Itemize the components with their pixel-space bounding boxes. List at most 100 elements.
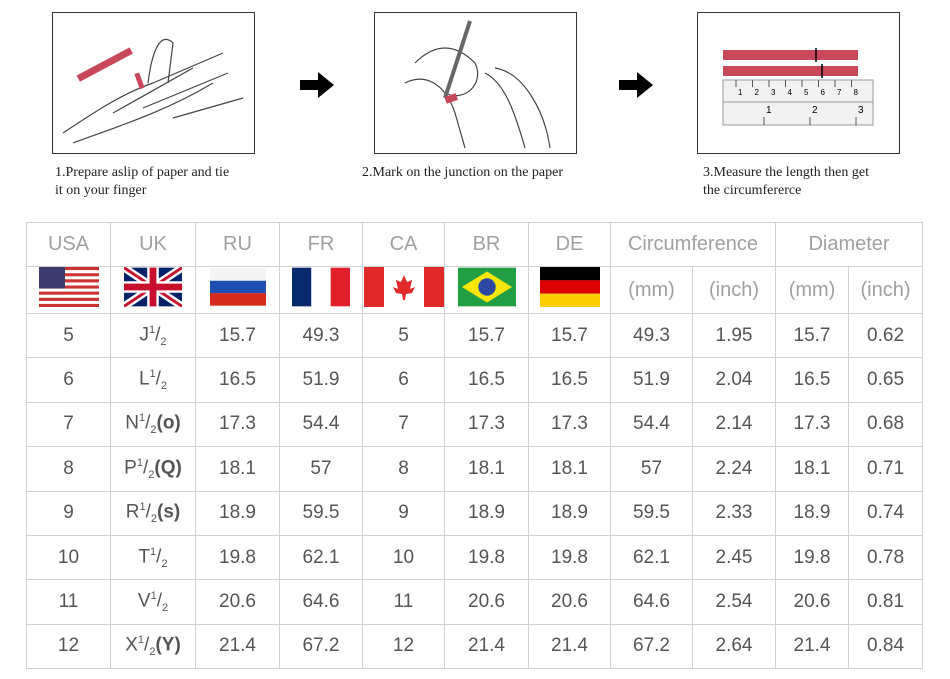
flag-cell bbox=[444, 266, 529, 314]
uk-size: L1/2 bbox=[110, 357, 196, 403]
table-cell: 2.24 bbox=[691, 446, 777, 492]
table-cell: 20.6 bbox=[444, 579, 529, 625]
flag-cell bbox=[195, 266, 280, 314]
ruler-label: 7 bbox=[837, 88, 842, 97]
uk-size: T1/2 bbox=[110, 534, 196, 581]
table-cell: 8 bbox=[26, 446, 111, 492]
table-cell: 20.6 bbox=[528, 579, 611, 625]
table-cell: 0.78 bbox=[848, 534, 924, 581]
fraction-denominator: 2 bbox=[160, 335, 167, 348]
table-cell: 54.4 bbox=[610, 401, 693, 448]
table-cell: 5 bbox=[26, 312, 111, 359]
table-cell: 54.4 bbox=[279, 401, 363, 448]
table-cell: 8 bbox=[362, 446, 445, 492]
fraction-numerator: 1 bbox=[149, 368, 156, 381]
table-cell: 0.65 bbox=[848, 357, 924, 403]
table-cell: 12 bbox=[26, 623, 111, 670]
table-cell: 21.4 bbox=[775, 623, 850, 670]
table-row: 9 R1/2(s) 18.9 59.5 9 18.9 18.9 59.5 2.33 18.9 0.7… bbox=[26, 490, 924, 536]
header: UK bbox=[110, 222, 196, 267]
uk-size: X1/2(Y) bbox=[110, 623, 196, 670]
fraction-slash: / bbox=[144, 634, 150, 656]
table-cell: 9 bbox=[362, 490, 445, 536]
fraction-slash: / bbox=[155, 323, 161, 345]
uk-letter: J bbox=[139, 323, 149, 345]
table-cell: 64.6 bbox=[610, 579, 693, 625]
unit: (inch) bbox=[691, 266, 777, 314]
ruler-label: 6 bbox=[821, 88, 826, 97]
table-cell: 62.1 bbox=[610, 534, 693, 581]
header: Diameter bbox=[775, 222, 924, 267]
table-cell: 18.9 bbox=[528, 490, 611, 536]
table-cell: 2.04 bbox=[691, 357, 777, 403]
flag-usa bbox=[38, 267, 99, 307]
ruler-label: 8 bbox=[854, 88, 859, 97]
flag-ru bbox=[209, 268, 266, 306]
ruler-label: 3 bbox=[771, 88, 776, 97]
table-cell: 10 bbox=[26, 534, 111, 581]
caption-line: 2.Mark on the junction on the paper bbox=[362, 165, 564, 180]
table-cell: 19.8 bbox=[195, 534, 280, 581]
table-cell: 11 bbox=[362, 579, 445, 625]
flag-cell bbox=[528, 266, 611, 314]
uk-letter: X bbox=[125, 634, 138, 656]
table-row: 8 P1/2(Q) 18.1 57 8 18.1 18.1 57 2.24 18.1 0.71 bbox=[26, 446, 924, 492]
size-table: USA UK RU FR CA BR DE Circumference Diam… bbox=[26, 222, 924, 670]
fraction-numerator: 1 bbox=[150, 545, 157, 558]
ruler-label: 2 bbox=[812, 105, 818, 116]
table-row: 12 X1/2(Y) 21.4 67.2 12 21.4 21.4 67.2 2.64 21.4 0… bbox=[26, 623, 924, 670]
flag-cell bbox=[110, 264, 196, 314]
header: Circumference bbox=[609, 222, 777, 267]
header: BR bbox=[444, 222, 529, 267]
caption-line: the circumfererce bbox=[703, 183, 802, 198]
fraction-numerator: 1 bbox=[138, 412, 146, 425]
uk-letter: R bbox=[125, 501, 140, 523]
caption-line: 1.Prepare aslip of paper and tie bbox=[55, 165, 230, 180]
ruler-label: 1 bbox=[766, 105, 772, 116]
table-cell: 18.9 bbox=[195, 490, 280, 536]
table-cell: 16.5 bbox=[195, 357, 280, 403]
table-cell: 57 bbox=[610, 446, 693, 492]
fraction-slash: / bbox=[145, 501, 151, 523]
table-cell: 59.5 bbox=[279, 490, 363, 536]
fraction-slash: / bbox=[156, 590, 162, 612]
table-cell: 16.5 bbox=[444, 357, 529, 403]
table-cell: 59.5 bbox=[610, 490, 693, 536]
fraction-slash: / bbox=[155, 368, 161, 390]
table-cell: 49.3 bbox=[610, 312, 693, 359]
step-image bbox=[374, 12, 577, 154]
fraction-denominator: 2 bbox=[161, 602, 169, 615]
table-cell: 19.8 bbox=[775, 534, 850, 581]
table-cell: 18.9 bbox=[775, 490, 850, 536]
table-cell: 15.7 bbox=[195, 312, 280, 359]
table-cell: 19.8 bbox=[528, 534, 611, 581]
table-cell: 21.4 bbox=[444, 623, 529, 670]
table-cell: 10 bbox=[362, 534, 445, 581]
flag-cell bbox=[362, 266, 445, 314]
unit: (inch) bbox=[848, 266, 924, 314]
uk-letter: P bbox=[124, 457, 137, 479]
uk-letter: V bbox=[137, 590, 151, 612]
table-cell: 1.95 bbox=[691, 312, 777, 359]
table-cell: 62.1 bbox=[279, 534, 363, 581]
table-cell: 64.6 bbox=[279, 579, 363, 625]
fraction-numerator: 1 bbox=[148, 323, 156, 336]
caption-line: it on your finger bbox=[55, 183, 147, 198]
fraction-numerator: 1 bbox=[139, 501, 146, 514]
table-cell: 6 bbox=[26, 357, 111, 403]
uk-suffix: (o) bbox=[156, 412, 181, 434]
flag-de bbox=[539, 267, 600, 307]
hand-illustration bbox=[404, 20, 551, 149]
uk-letter: T bbox=[138, 545, 151, 567]
arrow bbox=[619, 72, 653, 98]
fraction-denominator: 2 bbox=[161, 557, 168, 570]
fraction-denominator: 2 bbox=[150, 424, 157, 437]
ruler-label: 5 bbox=[804, 88, 809, 97]
header: CA bbox=[362, 222, 445, 267]
flag-br bbox=[457, 267, 516, 307]
table-cell: 20.6 bbox=[195, 579, 280, 625]
ruler-label: 4 bbox=[788, 88, 793, 97]
table-cell: 18.1 bbox=[528, 446, 611, 492]
